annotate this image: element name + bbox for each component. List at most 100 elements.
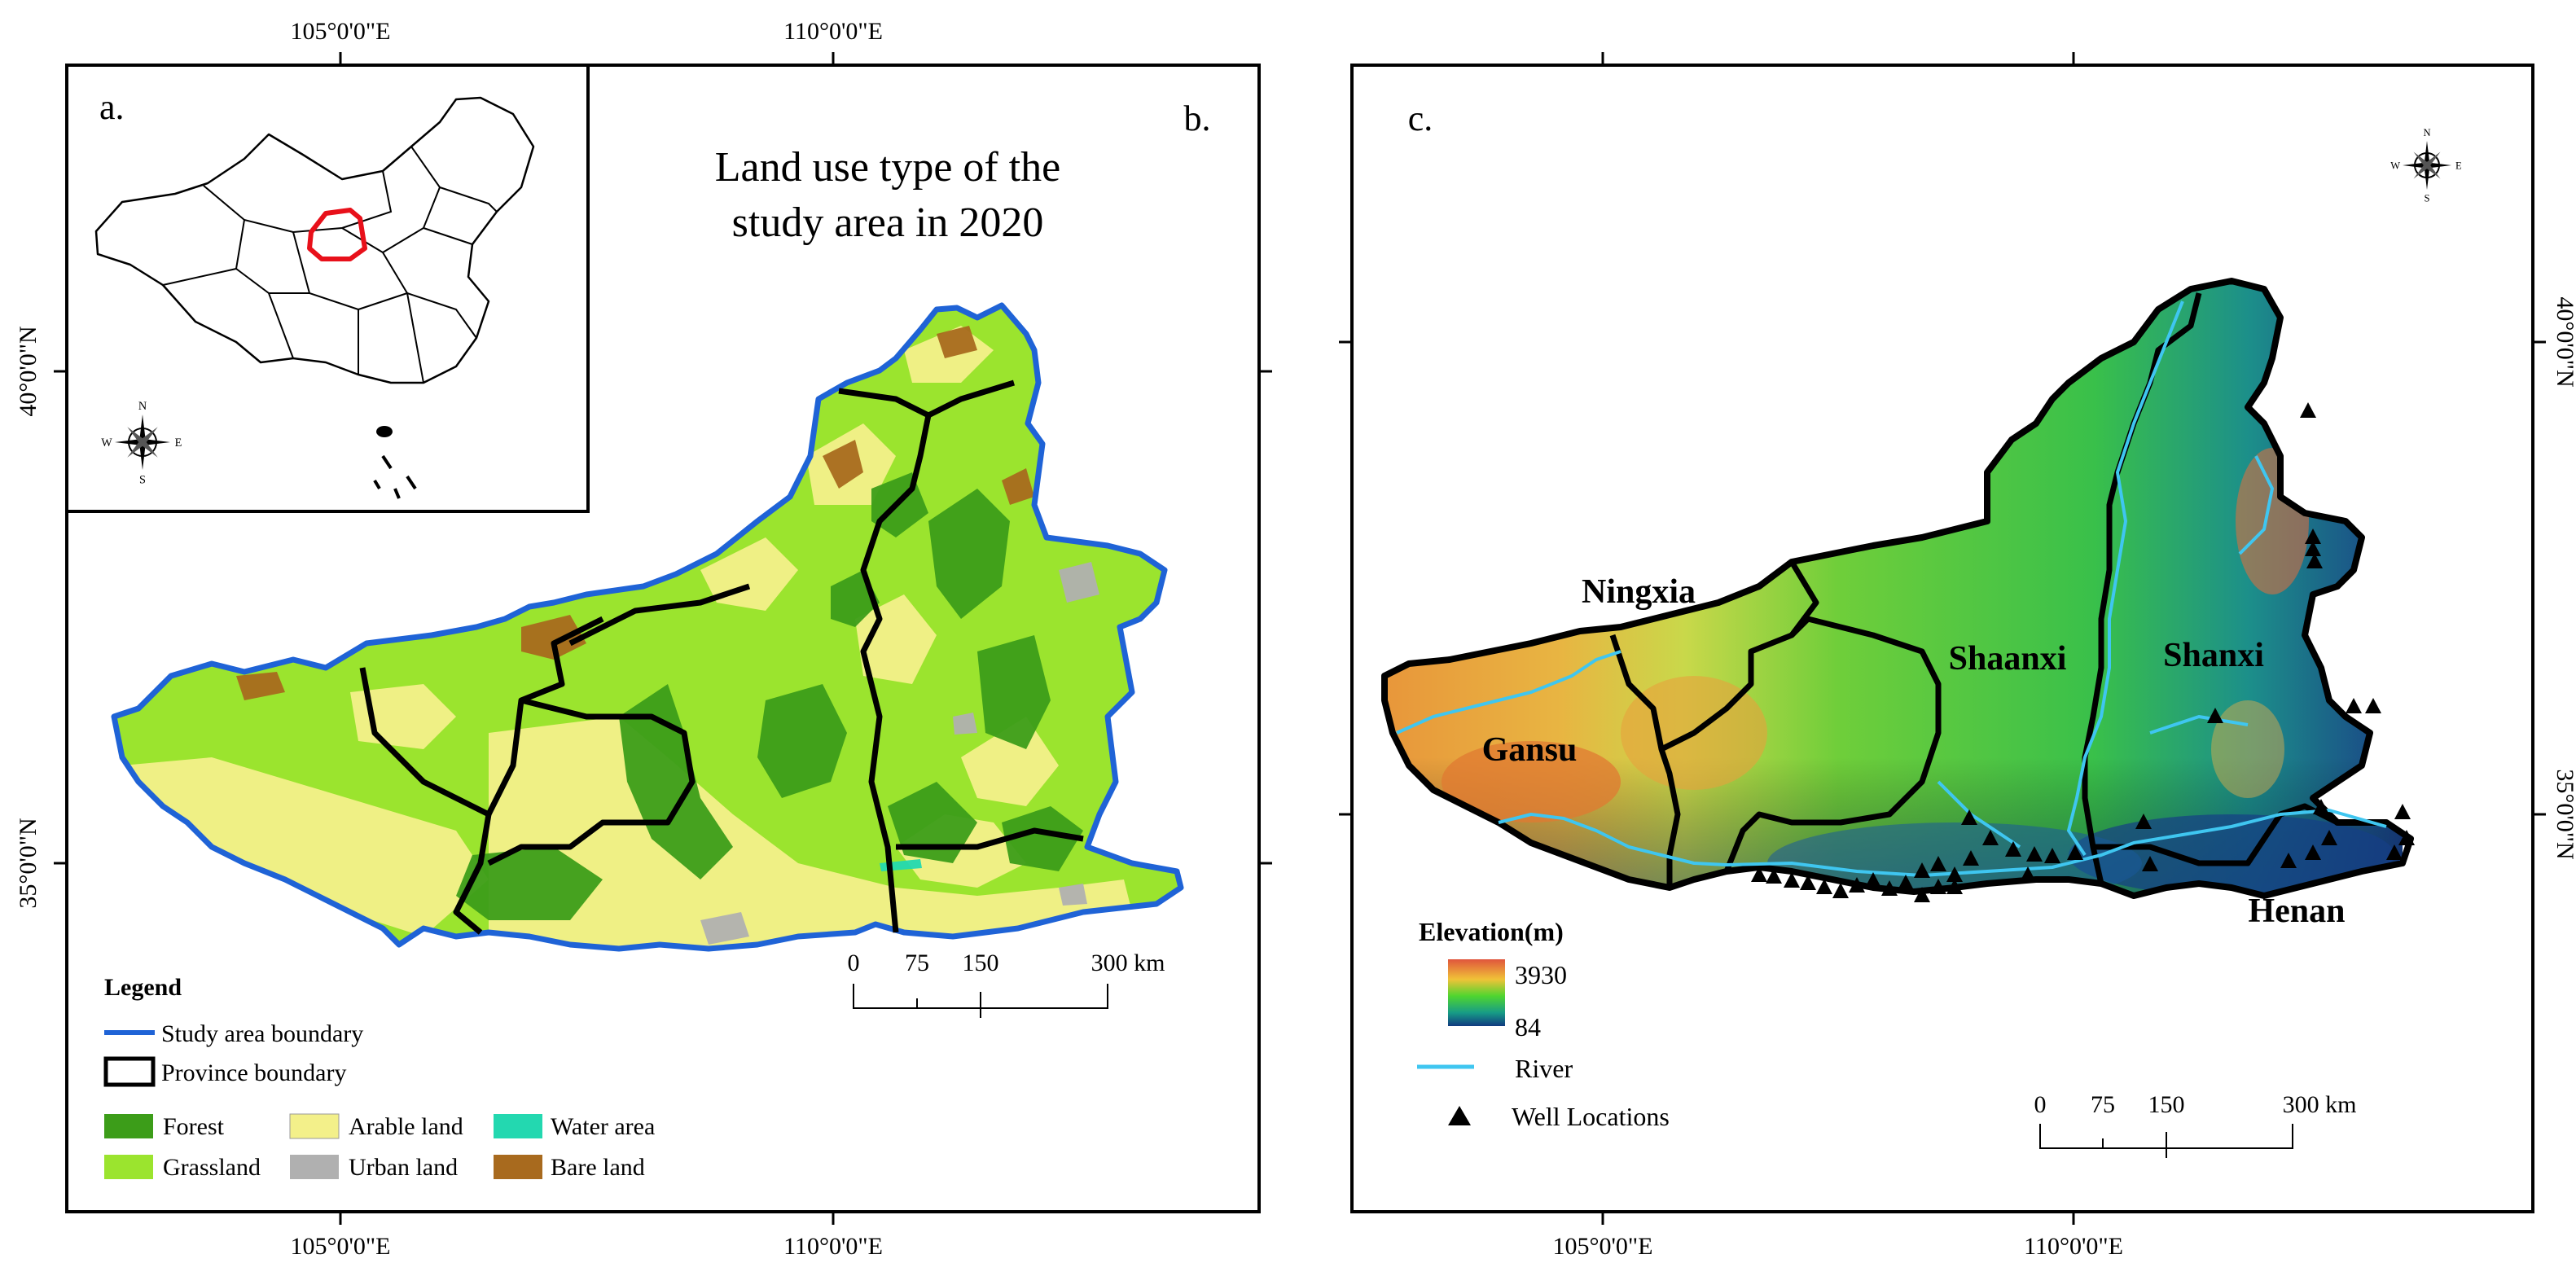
river-line [2149, 715, 2249, 735]
province-boundaries-b [359, 379, 1084, 935]
well-marker [2142, 856, 2158, 871]
land-use-patch [823, 440, 863, 489]
province-label-shaanxi: Shaanxi [1949, 640, 2067, 678]
compass-s-label: S [2424, 193, 2429, 204]
scale-c-75: 75 [2091, 1091, 2115, 1118]
scale-b-0: 0 [848, 950, 860, 976]
well-marker [2280, 853, 2297, 868]
panel-b-top-tick-105: 105°0'0"E [291, 18, 391, 45]
legend-title: Legend [104, 974, 182, 1001]
compass-diag-needle [2413, 151, 2441, 179]
legend-river-label: River [1515, 1054, 1573, 1083]
legend-forest-swatch [104, 1114, 153, 1138]
compass-a: N S E W [101, 400, 182, 486]
land-use-patch [953, 713, 977, 735]
panel-b-legend: Legend Study area boundary Province boun… [103, 974, 655, 1181]
panel-b-title-line1: Land use type of the [715, 144, 1061, 191]
study-area-boundary-c [1381, 278, 2414, 899]
well-marker [2306, 553, 2323, 568]
province-boundary-line [1660, 616, 1942, 873]
well-marker [1766, 868, 1782, 884]
compass-w-label: W [2390, 160, 2400, 171]
well-marker [2026, 846, 2043, 862]
land-use-patch [977, 635, 1051, 749]
south-china-sea-islands [373, 454, 417, 499]
panel-c-right-tick-35: 35°0'0"N [2552, 769, 2576, 859]
land-use-patch [928, 489, 1010, 619]
well-marker [1930, 856, 1946, 871]
panel-c-legend: Elevation(m) 3930 84 River Well Location… [1417, 917, 1670, 1131]
province-boundary-line [485, 616, 604, 816]
compass-c: N S E W [2390, 127, 2462, 204]
compass-diag-needle [127, 427, 158, 458]
land-use-patch [619, 684, 733, 879]
well-marker [1816, 879, 1832, 894]
well-marker [1961, 809, 1977, 825]
land-use-patch [1002, 468, 1034, 505]
land-use-patch [1059, 562, 1099, 603]
province-boundary-line [896, 827, 1084, 850]
well-marker [2313, 799, 2329, 814]
panel-c-bottom-tick-110: 110°0'0"E [2024, 1233, 2123, 1260]
province-boundaries-c [1609, 292, 2339, 888]
well-marker [2135, 814, 2152, 829]
land-use-patch [961, 717, 1059, 806]
legend-grassland-label: Grassland [163, 1154, 261, 1181]
province-label-henan: Henan [2248, 893, 2345, 930]
panel-b-left-tick-35: 35°0'0"N [15, 818, 42, 908]
land-use-patch [122, 757, 489, 936]
study-area-highlight [307, 208, 367, 261]
well-marker [2020, 866, 2036, 882]
elevation-color-ramp [1448, 959, 1505, 1026]
legend-bare-swatch [494, 1155, 542, 1179]
well-marker [2005, 841, 2021, 857]
well-marker [1784, 872, 1800, 888]
well-marker [1832, 883, 1849, 898]
panel-c-letter: c. [1408, 99, 1433, 138]
land-use-patch [236, 672, 285, 700]
panel-b-letter: b. [1184, 99, 1211, 138]
legend-arable-label: Arable land [349, 1113, 463, 1140]
province-boundary-line [2082, 292, 2202, 884]
panel-c-graticule [1339, 52, 2546, 1225]
elevation-min-label: 84 [1515, 1012, 1541, 1042]
legend-province-boundary-swatch [103, 1056, 156, 1087]
compass-w-label: W [101, 436, 112, 450]
well-marker [1881, 880, 1898, 896]
land-use-patch [456, 847, 603, 920]
land-use-patch [1059, 884, 1087, 906]
well-marker [1800, 875, 1816, 890]
province-boundary-line [2093, 803, 2339, 866]
well-marker [2305, 541, 2321, 556]
panel-b-graticule [54, 52, 1272, 1225]
well-marker [2044, 848, 2060, 863]
scale-c-150: 150 [2148, 1091, 2185, 1118]
scale-c-300: 300 km [2283, 1091, 2357, 1118]
province-boundary-line [1788, 560, 1819, 638]
well-marker [1914, 862, 1930, 878]
well-marker [2365, 698, 2381, 713]
province-boundary-line [1609, 634, 1681, 888]
scale-b-300: 300 km [1091, 950, 1165, 976]
panel-c-scale-bar: 0 75 150 300 km [2034, 1091, 2357, 1158]
legend-well-label: Well Locations [1512, 1102, 1670, 1131]
legend-arable-swatch [289, 1113, 340, 1139]
legend-province-boundary-label: Province boundary [161, 1059, 346, 1086]
elevation-max-label: 3930 [1515, 960, 1567, 989]
river-line [2238, 455, 2274, 555]
well-marker [2305, 529, 2321, 544]
well-marker [2321, 830, 2337, 845]
well-marker [2067, 844, 2083, 860]
study-area-boundary-b [111, 302, 1184, 952]
panel-b: 105°0'0"E 110°0'0"E 105°0'0"E 110°0'0"E … [15, 18, 1272, 1260]
well-marker [1982, 830, 1999, 845]
legend-forest-label: Forest [163, 1113, 225, 1140]
legend-urban-swatch [290, 1155, 339, 1179]
well-marker [1963, 850, 1979, 866]
well-marker [1914, 887, 1930, 902]
scale-c-0: 0 [2034, 1091, 2047, 1118]
well-marker [2386, 844, 2403, 860]
panel-c: 105°0'0"E 110°0'0"E 40°0'0"N 35°0'0"N c.… [1339, 52, 2576, 1260]
land-use-patch [937, 326, 977, 358]
